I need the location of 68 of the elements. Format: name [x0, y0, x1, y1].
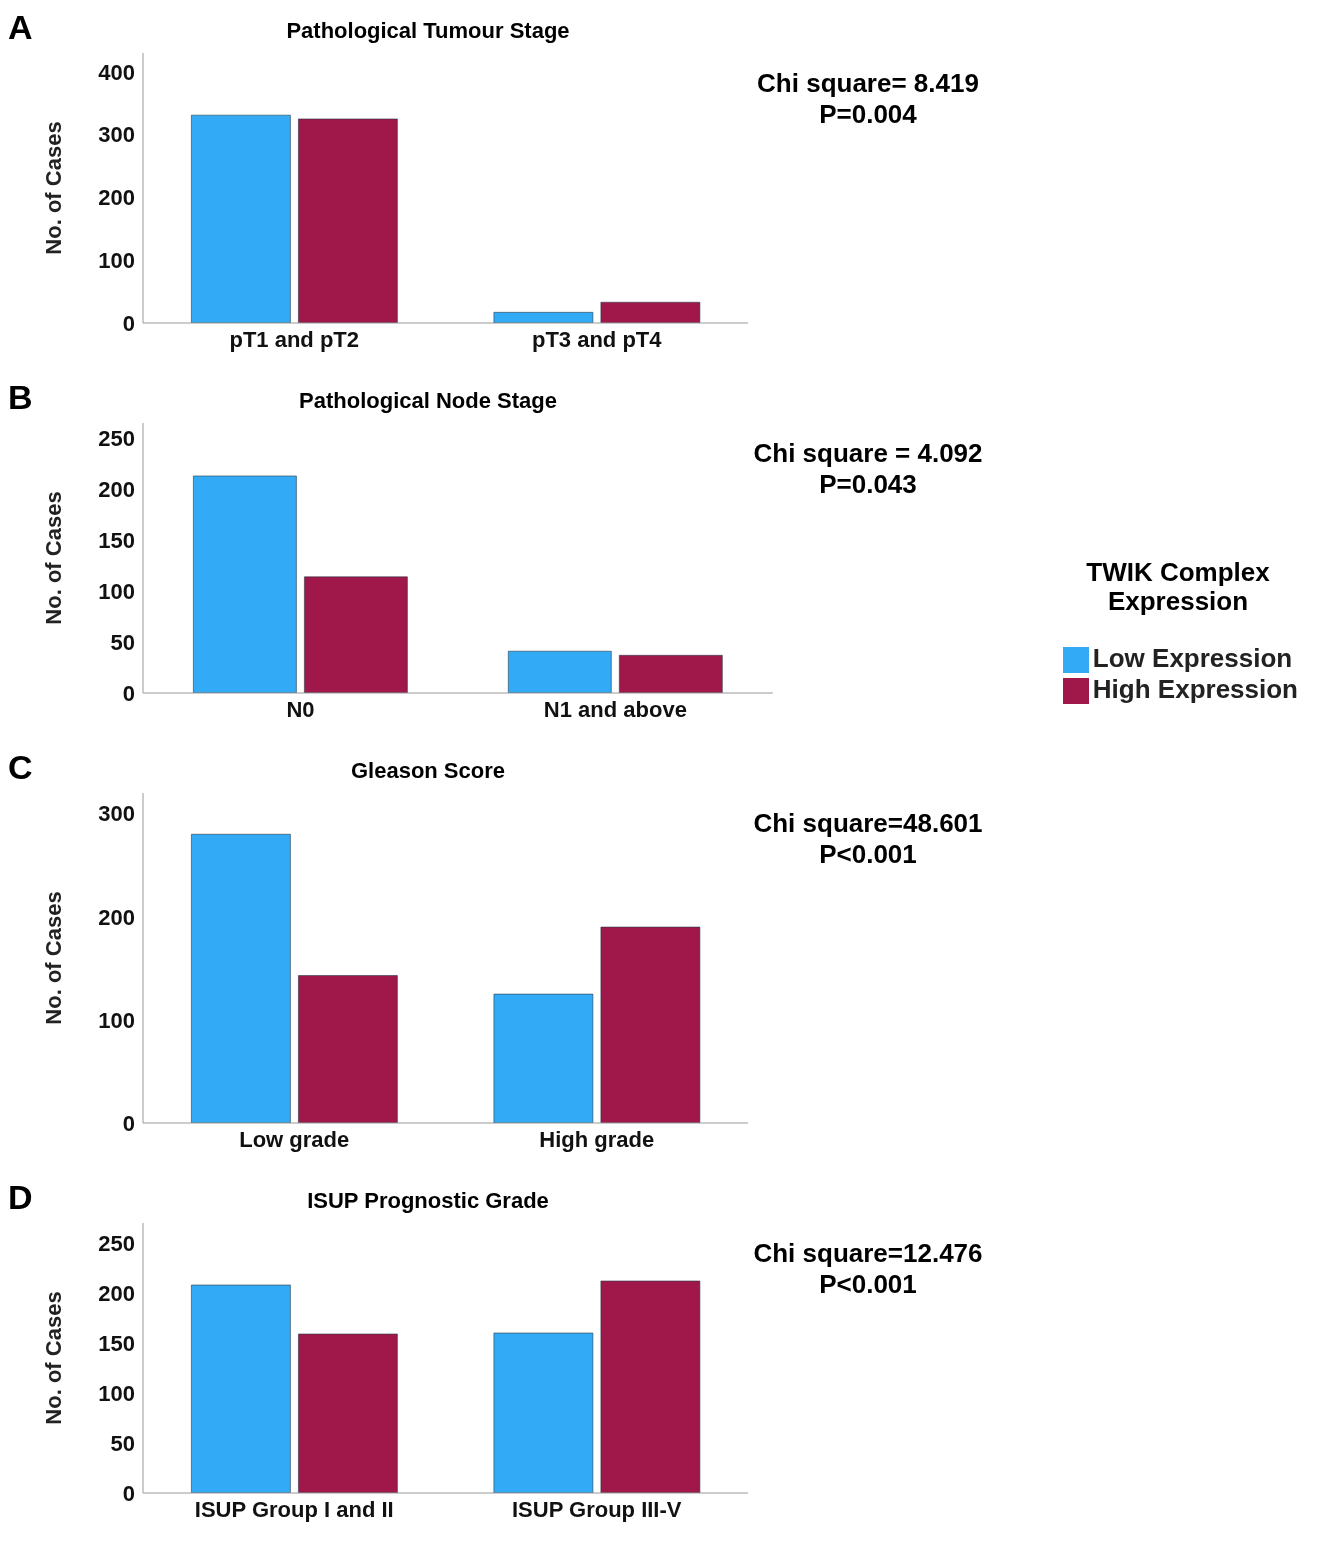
y-tick-label: 50: [110, 1430, 135, 1456]
y-tick-label: 0: [122, 1480, 135, 1506]
bar: [304, 576, 408, 693]
y-tick-label: 250: [98, 426, 135, 452]
annotation: Chi square = 4.092: [752, 438, 984, 470]
x-tick-label: ISUP Group III-V: [511, 1496, 682, 1522]
y-tick-label: 0: [122, 310, 135, 336]
y-tick-label: 50: [110, 629, 135, 655]
text: P=0.043: [818, 469, 918, 501]
text: P<0.001: [818, 1269, 918, 1301]
y-tick-label: 100: [98, 1380, 135, 1406]
y-tick-label: 200: [98, 1280, 135, 1306]
y-tick-label: 0: [122, 680, 135, 706]
y-axis-title: No. of Cases: [40, 1291, 66, 1425]
text: Chi square= 8.419: [756, 68, 980, 100]
y-tick-label: 200: [98, 904, 135, 930]
bar: [191, 1284, 291, 1493]
text: C: [8, 748, 33, 787]
chart-title: Gleason Score: [349, 758, 507, 784]
bar: [298, 975, 398, 1123]
x-tick-label: N0: [286, 696, 315, 722]
bar: [193, 475, 297, 693]
bar: [191, 833, 291, 1123]
bar: [619, 655, 723, 693]
text: Chi square=48.601: [752, 808, 984, 840]
text: B: [8, 378, 33, 417]
bar: [493, 993, 594, 1123]
y-tick-label: 100: [98, 248, 135, 274]
bar: [191, 114, 291, 323]
y-tick-label: 300: [98, 801, 135, 827]
bar: [600, 926, 701, 1123]
x-tick-label: pT3 and pT4: [531, 326, 663, 352]
x-tick-label: N1 and above: [543, 696, 687, 722]
y-tick-label: 400: [98, 59, 135, 85]
legend-label: High Expression: [1092, 674, 1298, 704]
x-tick-label: ISUP Group I and II: [194, 1496, 394, 1522]
y-tick-label: 250: [98, 1230, 135, 1256]
bar: [600, 301, 701, 323]
bar: [493, 312, 594, 323]
chart-title: Pathological Node Stage: [298, 388, 558, 414]
bar: [600, 1280, 701, 1493]
y-tick-label: 0: [122, 1110, 135, 1136]
legend-title: TWIK Complex Expression: [1085, 557, 1271, 616]
text: P<0.001: [818, 839, 918, 871]
y-tick-label: 200: [98, 185, 135, 211]
chart-title: ISUP Prognostic Grade: [306, 1188, 550, 1214]
text: Chi square=12.476: [752, 1238, 984, 1270]
bar: [298, 118, 398, 323]
y-tick-label: 100: [98, 1007, 135, 1033]
bar: [508, 650, 612, 693]
y-axis-title: No. of Cases: [40, 891, 66, 1025]
text: D: [8, 1178, 33, 1217]
x-tick-label: High grade: [539, 1126, 655, 1152]
y-tick-label: 200: [98, 477, 135, 503]
text: P=0.004: [818, 99, 918, 131]
y-tick-label: 300: [98, 122, 135, 148]
x-tick-label: Low grade: [239, 1126, 350, 1152]
legend-label: Low Expression: [1092, 643, 1293, 673]
bar: [493, 1332, 594, 1493]
chart-title: Pathological Tumour Stage: [285, 18, 571, 44]
y-axis-title: No. of Cases: [40, 121, 66, 255]
y-axis-title: No. of Cases: [40, 491, 66, 625]
y-tick-label: 100: [98, 578, 135, 604]
y-tick-label: 150: [98, 527, 135, 553]
y-tick-label: 150: [98, 1330, 135, 1356]
text: A: [8, 8, 33, 47]
bar: [298, 1333, 398, 1493]
x-tick-label: pT1 and pT2: [229, 326, 360, 352]
